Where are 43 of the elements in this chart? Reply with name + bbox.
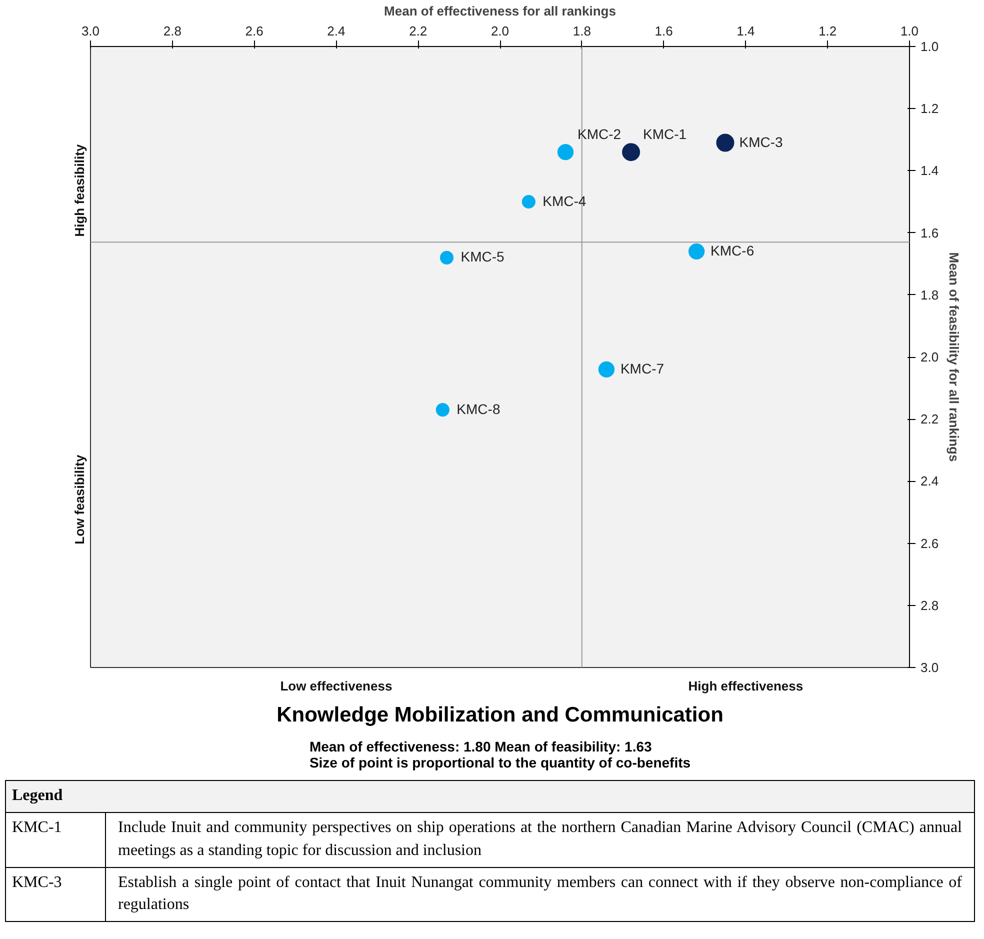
x-tick-label: 2.2 xyxy=(409,24,428,38)
y-tick-label: 2.0 xyxy=(920,350,939,364)
x-tick-label: 3.0 xyxy=(81,24,100,38)
x-tick-label: 2.6 xyxy=(245,24,264,38)
x-axis-title: Mean of effectiveness for all rankings xyxy=(384,4,616,18)
x-tick-label: 1.2 xyxy=(818,24,837,38)
x-tick-label: 2.8 xyxy=(163,24,182,38)
y-tick-label: 3.0 xyxy=(920,660,939,675)
y-tick-label: 1.0 xyxy=(920,39,939,54)
annotation: KMC-4 xyxy=(542,192,586,209)
text: Low effectiveness xyxy=(280,678,392,694)
annotation: KMC-7 xyxy=(620,360,664,376)
text: Knowledge Mobilization and Communication xyxy=(276,704,724,726)
x-tick-label: 1.8 xyxy=(572,24,591,38)
y-tick-label: 1.4 xyxy=(920,163,939,178)
annotation: KMC-3 xyxy=(739,134,783,150)
x-tick-label: 2.0 xyxy=(490,24,510,38)
x-tick-label: 2.4 xyxy=(327,24,346,38)
annotation: KMC-1 xyxy=(643,126,687,142)
annotation: KMC-6 xyxy=(710,242,754,258)
y-tick-label: 2.2 xyxy=(920,412,939,427)
annotation: KMC-5 xyxy=(460,248,505,265)
text: Mean of effectiveness: 1.80 Mean of feasibility: 1.63 Size of point is proportional to the quantity of co-benefits xyxy=(309,738,691,770)
text: Legend xyxy=(6,780,974,812)
y-tick-label: 2.8 xyxy=(920,598,939,613)
y-tick-label: 1.6 xyxy=(920,225,939,240)
x-tick-label: 1.0 xyxy=(900,24,919,38)
y-tick-label: 1.2 xyxy=(920,101,939,116)
y-tick-label: 2.6 xyxy=(920,536,939,551)
annotation: KMC-2 xyxy=(578,126,622,142)
x-tick-label: 1.6 xyxy=(654,24,673,38)
x-tick-label: 1.4 xyxy=(736,24,755,38)
text: KMC-3 xyxy=(6,867,106,922)
text: High effectiveness xyxy=(688,678,804,694)
text: High feasibility xyxy=(72,144,87,237)
text: KMC-1 xyxy=(6,812,106,868)
y-tick-label: 2.4 xyxy=(920,474,939,489)
y-tick-label: 1.8 xyxy=(920,287,939,302)
annotation: KMC-8 xyxy=(456,400,500,417)
text: Low feasibility xyxy=(72,454,87,544)
y2-axis-title: Mean of feasibility for all rankings xyxy=(946,252,962,462)
text: Include Inuit and community perspectives on ship operations at the northern Canadian Marine Advisory Council (CMAC) annual meetings as a standing topic for discussion and inclusion xyxy=(106,812,974,868)
text: Establish a single point of contact that Inuit Nunangat community members can connect with if they observe non-compliance of regulations xyxy=(106,867,974,922)
